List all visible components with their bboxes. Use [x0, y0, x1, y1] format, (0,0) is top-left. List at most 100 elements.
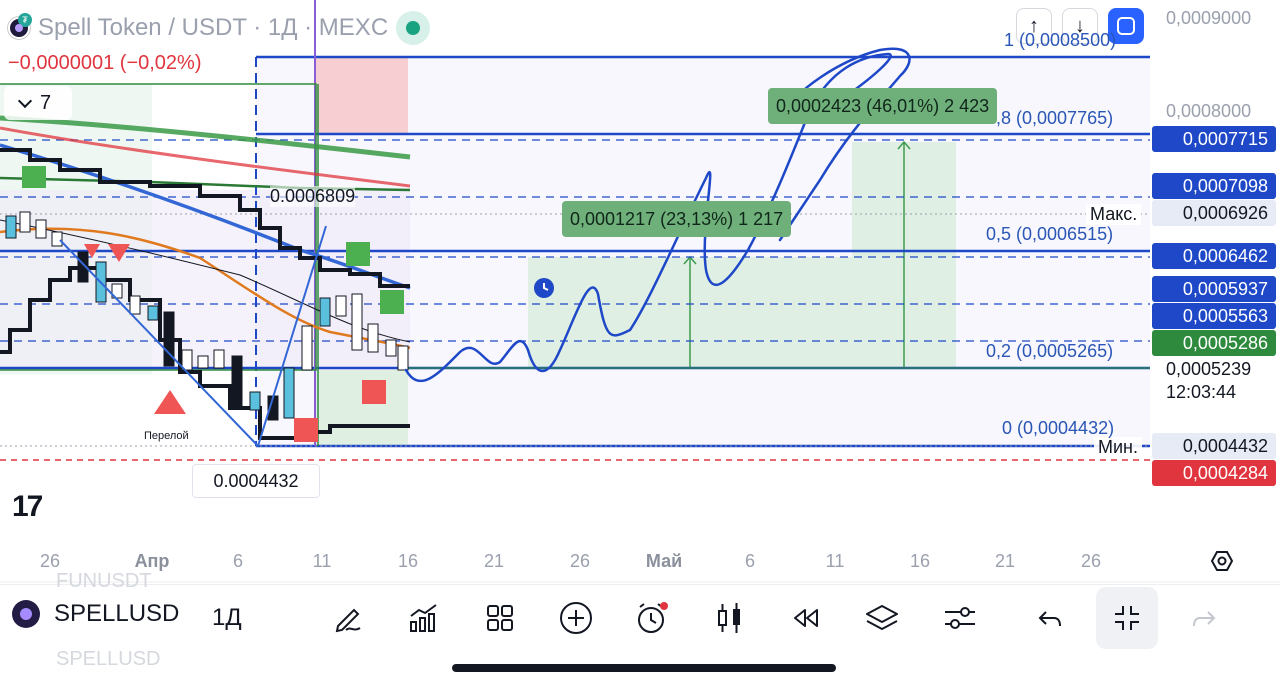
sliders-icon — [945, 607, 975, 629]
time-axis-label: 16 — [909, 551, 931, 571]
templates-button[interactable] — [478, 596, 522, 640]
fit-screen-button[interactable] — [1096, 587, 1158, 649]
time-axis-label: 6 — [744, 551, 756, 571]
chart-settings-icon — [1210, 551, 1234, 571]
scroll-down-button[interactable]: ↓ — [1062, 8, 1098, 44]
fib-label-08: 0,8 (0,0007765) — [986, 108, 1114, 128]
ghost-symbol-below: SPELLUSD — [56, 648, 161, 670]
symbol-title: Spell Token / USDT · 1Д · MEXC — [38, 14, 389, 41]
replay-button[interactable] — [784, 596, 828, 640]
short-position-box — [316, 57, 408, 135]
redo-icon — [1193, 611, 1216, 627]
price-tag-5937: 0,0005937 — [1152, 276, 1276, 302]
exchange-badge-icon: ₮ — [18, 13, 32, 27]
time-axis-label: 26 — [1080, 551, 1102, 571]
price-tag-4284: 0,0004284 — [1152, 460, 1276, 486]
time-axis-label: 21 — [994, 551, 1016, 571]
fib-label-0: 0 (0,0004432) — [1002, 418, 1115, 438]
current-price-label: 0,0005239 — [1166, 359, 1252, 379]
spell-token-icon: ₮ — [8, 13, 32, 39]
price-tag-6462: 0,0006462 — [1152, 243, 1276, 269]
time-axis-label: 21 — [483, 551, 505, 571]
time-axis-label: 26 — [569, 551, 591, 571]
low-price-box: 0.0004432 — [192, 464, 320, 498]
chart-settings-button[interactable] — [938, 596, 982, 640]
layers-button[interactable] — [860, 596, 904, 640]
max-price-tag: 0,0006926 — [1152, 200, 1276, 226]
range-measure-upper[interactable]: 0,0002423 (46,01%) 2 423 — [768, 88, 998, 124]
chart-bars-icon — [410, 604, 437, 632]
alarm-icon — [534, 278, 554, 298]
pen-icon — [335, 608, 361, 633]
green-range-outline — [0, 83, 317, 371]
max-label: Макс. — [1086, 204, 1142, 225]
price-axis-label: 0,0008000 — [1166, 101, 1252, 121]
ma-green — [0, 115, 411, 160]
market-open-status-icon[interactable] — [396, 11, 431, 45]
buy-signal-1 — [22, 166, 46, 188]
time-axis-label: 16 — [397, 551, 419, 571]
timeframe-selector[interactable]: 1Д — [212, 604, 242, 631]
alerts-button[interactable] — [630, 596, 674, 640]
chevron-down-icon — [17, 93, 33, 109]
time-axis-label: 11 — [312, 551, 332, 571]
time-axis-label: 11 — [825, 551, 845, 571]
wedge-line-upper — [257, 225, 327, 447]
fib-label-02: 0,2 (0,0005265) — [986, 341, 1114, 361]
symbol-header[interactable]: ₮ Spell Token / USDT · 1Д · MEXC — [8, 11, 431, 45]
triangle-up-signal — [154, 390, 186, 414]
price-tag-7715: 0,0007715 — [1152, 126, 1276, 152]
symbol-selector[interactable]: SPELLUSD — [12, 600, 179, 628]
undo-button[interactable] — [1028, 596, 1072, 640]
arrow-up-icon: ↑ — [1029, 14, 1039, 37]
ghost-symbol-above: FUNUSDT — [56, 570, 152, 592]
fib-label-05: 0,5 (0,0006515) — [986, 224, 1114, 244]
range-measure-lower[interactable]: 0,0001217 (23,13%) 1 217 — [562, 201, 792, 237]
candlestick-icon — [718, 603, 740, 633]
triangle-down-signal-1 — [84, 244, 100, 258]
arrow-down-icon: ↓ — [1075, 14, 1085, 37]
time-axis-label: 6 — [232, 551, 244, 571]
indicators-count: 7 — [40, 91, 52, 114]
chart-type-button[interactable] — [708, 596, 752, 640]
drawing-tools-button[interactable] — [326, 596, 370, 640]
time-axis-label: Апр — [134, 551, 170, 571]
projection-arrowhead-2 — [897, 140, 911, 150]
rewind-icon — [794, 609, 818, 627]
min-price-tag: 0,0004432 — [1152, 433, 1276, 459]
alarm-clock-icon — [638, 602, 668, 633]
price-axis-label: 0,0009000 — [1166, 8, 1252, 28]
step-line-black-lower — [0, 266, 410, 440]
sell-signal-1 — [362, 380, 386, 404]
sell-signal-2 — [294, 418, 318, 442]
price-tag-5286: 0,0005286 — [1152, 330, 1276, 356]
rounded-square-icon — [1117, 17, 1135, 35]
wedge-line-lower — [59, 239, 259, 447]
buy-signal-3 — [380, 290, 404, 314]
home-indicator[interactable] — [452, 664, 836, 672]
symbol-name: SPELLUSD — [54, 600, 180, 627]
fullscreen-toggle-button[interactable] — [1108, 8, 1144, 44]
plus-circle-icon — [560, 602, 592, 634]
hand-drawn-projection — [404, 47, 911, 383]
ma-red — [0, 126, 411, 188]
indicators-toggle[interactable]: 7 — [4, 86, 72, 120]
grid-icon — [487, 605, 513, 631]
tradingview-logo[interactable]: 17 — [12, 490, 43, 523]
undo-icon — [1038, 611, 1061, 627]
step-line-black — [0, 148, 410, 288]
candle-countdown: 12:03:44 — [1166, 382, 1237, 402]
price-tag-7098: 0,0007098 — [1152, 173, 1276, 199]
triangle-down-signal-2 — [108, 244, 130, 262]
buy-signal-2 — [346, 242, 370, 266]
scroll-up-button[interactable]: ↑ — [1016, 8, 1052, 44]
layers-icon — [866, 605, 898, 630]
price-tag-5563: 0,0005563 — [1152, 303, 1276, 329]
add-button[interactable] — [554, 596, 598, 640]
indicators-button[interactable] — [402, 596, 446, 640]
spell-token-icon — [12, 600, 40, 628]
level-label-6809: 0.0006809 — [270, 186, 356, 207]
redo-button[interactable] — [1182, 596, 1226, 640]
fib-label-1: 1 (0,0008500) — [1004, 30, 1117, 50]
